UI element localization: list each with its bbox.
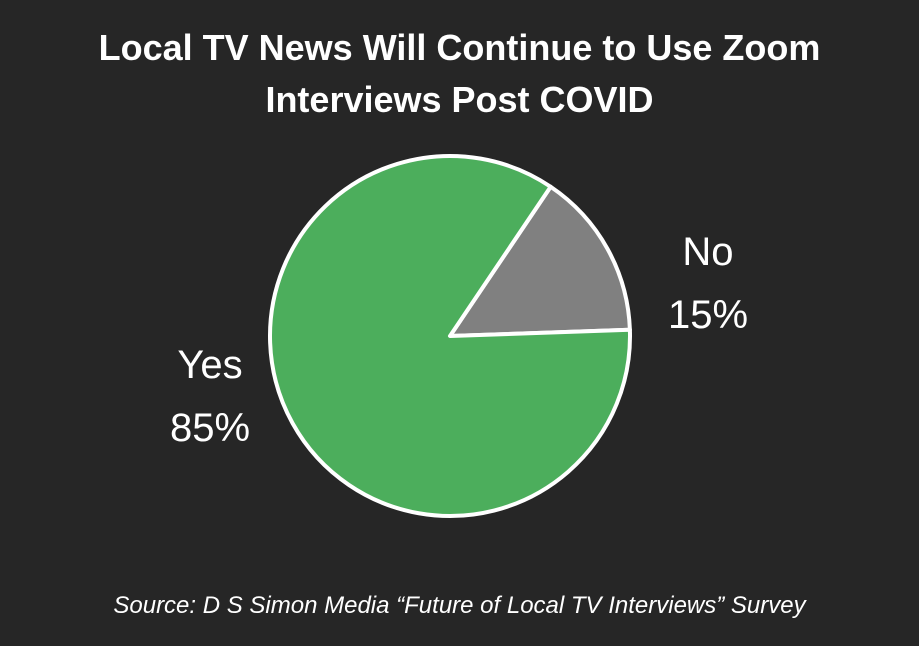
chart-title-line-2: Interviews Post COVID	[265, 79, 654, 120]
slice-label-yes: Yes	[177, 343, 242, 387]
source-note: Source: D S Simon Media “Future of Local…	[113, 592, 806, 619]
pie-slice-no	[448, 184, 632, 338]
pie-slice-yes	[268, 154, 632, 518]
slice-value-label-yes: 85%	[170, 406, 250, 450]
slice-value-label-no: 15%	[668, 293, 748, 337]
slice-label-no: No	[682, 230, 733, 274]
pie-labels: No 15% Yes 85%	[170, 230, 748, 450]
chart-title: Local TV News Will Continue to Use Zoom …	[0, 22, 919, 126]
chart-title-line-1: Local TV News Will Continue to Use Zoom	[98, 27, 821, 68]
pie-slices	[268, 154, 632, 518]
